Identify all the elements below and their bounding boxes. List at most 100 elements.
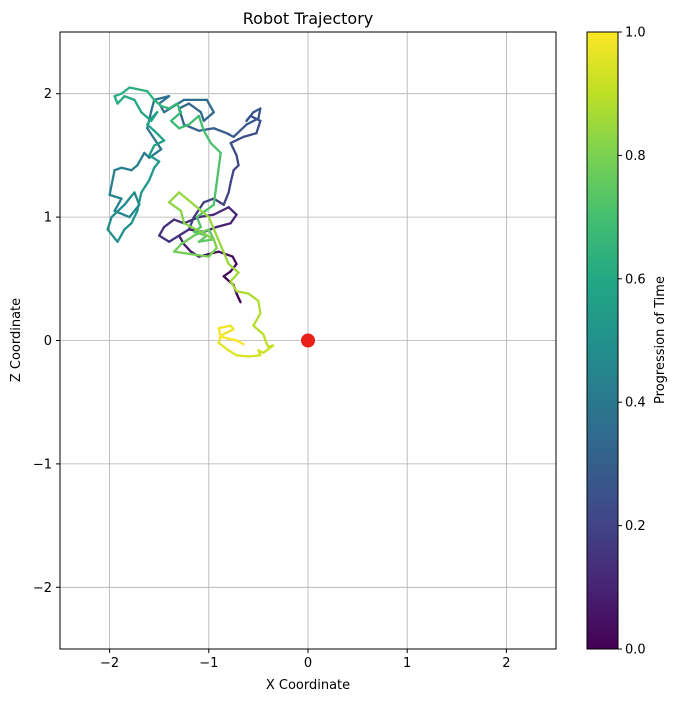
trajectory-segment [158,225,166,237]
trajectory-segment [222,270,232,278]
trajectory-segment [227,349,238,357]
trajectory-segment [212,206,230,216]
y-tick-label: 0 [44,334,52,349]
trajectory-segment [113,197,123,213]
trajectory-segment [150,111,159,122]
grid [60,32,556,649]
trajectory-segment [217,327,222,338]
trajectory-segment [247,354,262,358]
trajectory-segment [177,102,191,110]
trajectory-segment [212,127,228,135]
trajectory-segment [110,203,126,219]
trajectory-segment [108,193,123,200]
trajectory-segment [197,127,215,132]
trajectory-segment [195,215,203,229]
trajectory-segment [197,114,205,132]
trajectory-segment [229,280,238,293]
y-axis-label: Z Coordinate [9,298,24,382]
trajectory-segment [222,191,230,206]
trajectory-segment [167,234,181,243]
trajectory-segment [148,144,156,157]
trajectory-segment [179,209,186,225]
trajectory-segment [116,95,126,105]
trajectory-segment [225,132,235,139]
x-tick-label: 0 [304,656,312,671]
trajectory-segment [120,166,133,172]
trajectory-segment [245,117,260,126]
trajectory-segment [108,169,116,197]
trajectory-segment [167,102,179,110]
trajectory-segment [146,127,163,151]
colorbar-tick-label: 0.2 [625,519,646,534]
trajectory-segment [158,234,171,243]
colorbar-tick-label: 0.6 [625,272,646,287]
trajectory-segment [175,102,183,114]
trajectory-segment [215,222,232,229]
trajectory-segment [217,341,230,352]
trajectory-segment [262,333,268,345]
x-axis: −2 −1 0 1 2 [100,649,511,671]
trajectory-segment [217,324,232,330]
trajectory-segment [153,160,161,169]
trajectory-segment [128,86,149,93]
marker-layer [301,333,315,348]
trajectory-segment [113,92,123,98]
trajectory-segment [133,98,143,114]
y-tick-label: −2 [33,581,52,596]
trajectory-segment [227,206,238,216]
y-axis: −2 −1 0 1 2 [33,87,60,596]
trajectory-segment [202,111,215,122]
trajectory-segment [207,246,218,258]
chart-title: Robot Trajectory [243,9,374,28]
trajectory-segment [172,218,186,225]
y-tick-label: 1 [44,211,52,226]
trajectory-line [106,86,275,358]
trajectory-segment [202,197,215,204]
trajectory-segment [146,90,156,102]
colorbar [586,31,619,650]
trajectory-segment [231,255,238,266]
trajectory-segment [229,213,238,225]
trajectory-segment [252,324,265,336]
trajectory-segment [116,228,126,243]
trajectory-segment [235,339,245,346]
trajectory-segment [212,151,222,206]
trajectory-segment [229,271,240,283]
trajectory-segment [235,292,242,304]
trajectory-segment [177,228,191,237]
trajectory-segment [249,114,262,122]
trajectory-segment [160,104,171,110]
trajectory-segment [153,98,163,108]
trajectory-segment [245,111,255,122]
trajectory-segment [136,151,146,167]
x-tick-label: −1 [199,656,218,671]
trajectory-segment [257,107,262,120]
colorbar-tick-label: 1.0 [625,26,646,41]
trajectory-segment [182,222,203,234]
trajectory-segment [153,129,166,142]
trajectory-segment [167,201,183,213]
origin-marker [301,333,315,348]
trajectory-segment [262,344,275,354]
x-axis-label: X Coordinate [266,678,350,693]
trajectory-segment [235,289,250,295]
trajectory-segment [172,250,193,256]
x-tick-label: 2 [502,656,510,671]
trajectory-segment [148,166,156,182]
trajectory-segment [153,95,171,102]
trajectory-segment [148,154,161,163]
trajectory-segment [140,178,151,194]
trajectory-segment [209,141,222,155]
trajectory-segment [205,98,215,114]
trajectory-segment [197,238,215,243]
trajectory-segment [146,123,156,132]
trajectory-segment [106,215,113,231]
colorbar-tick-label: 0.8 [625,149,646,164]
trajectory-segment [229,169,235,184]
trajectory-segment [189,252,210,258]
trajectory-segment [207,215,230,266]
trajectory-segment [167,191,181,204]
trajectory-segment [199,111,205,122]
trajectory-segment [212,238,218,250]
